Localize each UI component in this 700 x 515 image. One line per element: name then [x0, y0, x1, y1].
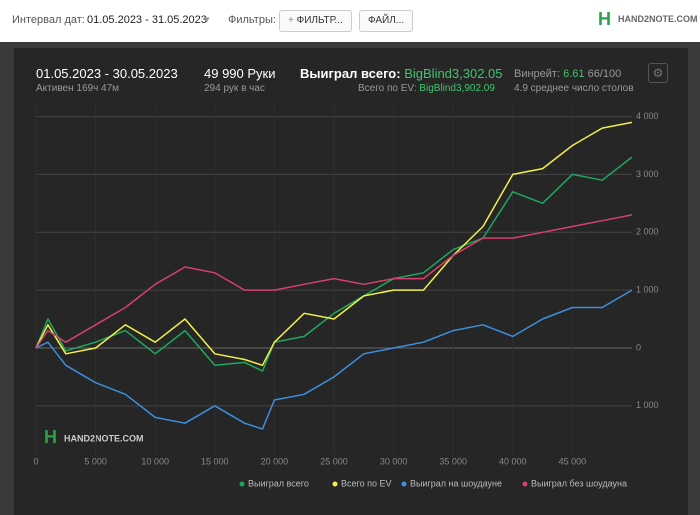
winrate-value: 6.61 — [563, 68, 585, 80]
toolbar: Интервал дат: 01.05.2023 - 31.05.2023 ▾ … — [0, 0, 700, 40]
winrate-sample: 66/100 — [587, 68, 622, 80]
filter-button[interactable]: + ФИЛЬТР... — [279, 10, 352, 32]
x-tick-label: 25 000 — [320, 456, 348, 466]
file-button[interactable]: ФАЙЛ... — [359, 10, 414, 32]
file-button-text: ФАЙЛ... — [368, 15, 405, 26]
panel: 01.05.2023 - 30.05.2023 Активен 169ч 47м… — [0, 42, 700, 515]
ev-label: Всего по EV: — [358, 83, 417, 94]
hands: 49 990 Руки — [204, 66, 276, 81]
x-tick-label: 5 000 — [84, 456, 107, 466]
filter-button-text: ФИЛЬТР... — [296, 15, 343, 26]
y-tick-label: 4 000 — [636, 111, 659, 121]
legend-marker — [522, 481, 528, 487]
date-label: Интервал дат: — [12, 14, 85, 26]
x-tick-label: 0 — [33, 456, 38, 466]
y-tick-label: 3 000 — [636, 169, 659, 179]
winrate-label: Винрейт: — [514, 68, 561, 80]
x-tick-label: 15 000 — [201, 456, 229, 466]
x-tick-label: 40 000 — [499, 456, 527, 466]
legend-label: Всего по EV — [341, 478, 391, 488]
watermark-icon: H — [44, 427, 57, 447]
legend-label: Выиграл без шоудауна — [531, 478, 627, 488]
y-tick-label: 1 000 — [636, 400, 659, 410]
x-tick-label: 20 000 — [261, 456, 289, 466]
legend-label: Выиграл на шоудауне — [410, 478, 502, 488]
y-tick-label: 1 000 — [636, 284, 659, 294]
tables: 4.9 среднее число столов — [514, 83, 634, 94]
y-tick-label: 0 — [636, 342, 641, 352]
series-line — [35, 156, 633, 372]
x-tick-label: 35 000 — [439, 456, 467, 466]
y-tick-label: 2 000 — [636, 227, 659, 237]
caret: ▾ — [204, 14, 210, 26]
watermark: HAND2NOTE.COM — [64, 433, 144, 443]
active: Активен 169ч 47м — [36, 83, 120, 94]
won-label: Выиграл всего: — [300, 66, 401, 81]
hands-per-hour: 294 рук в час — [204, 83, 265, 94]
series-line — [35, 289, 633, 430]
legend-marker — [239, 481, 245, 487]
x-tick-label: 10 000 — [141, 456, 169, 466]
legend-marker — [401, 481, 407, 487]
legend-label: Выиграл всего — [248, 478, 309, 488]
settings-button[interactable]: ⚙ — [648, 63, 668, 83]
filters-label: Фильтры: — [228, 14, 276, 26]
logo: HAND2NOTE.COM — [618, 14, 698, 24]
date-select[interactable]: 01.05.2023 - 31.05.2023 — [87, 14, 207, 26]
ev: Всего по EV: BigBlind3,902.09 — [358, 83, 495, 94]
ev-value: BigBlind3,902.09 — [419, 83, 495, 94]
won-value: BigBlind3,302.05 — [404, 66, 503, 81]
logo-icon: H — [598, 9, 611, 29]
x-tick-label: 30 000 — [380, 456, 408, 466]
series-line — [35, 214, 633, 349]
series-line — [35, 121, 633, 367]
period: 01.05.2023 - 30.05.2023 — [36, 66, 178, 81]
x-tick-label: 45 000 — [559, 456, 587, 466]
winrate: Винрейт: 6.61 66/100 — [514, 68, 621, 80]
won: Выиграл всего: BigBlind3,302.05 — [300, 66, 503, 81]
legend-marker — [332, 481, 338, 487]
